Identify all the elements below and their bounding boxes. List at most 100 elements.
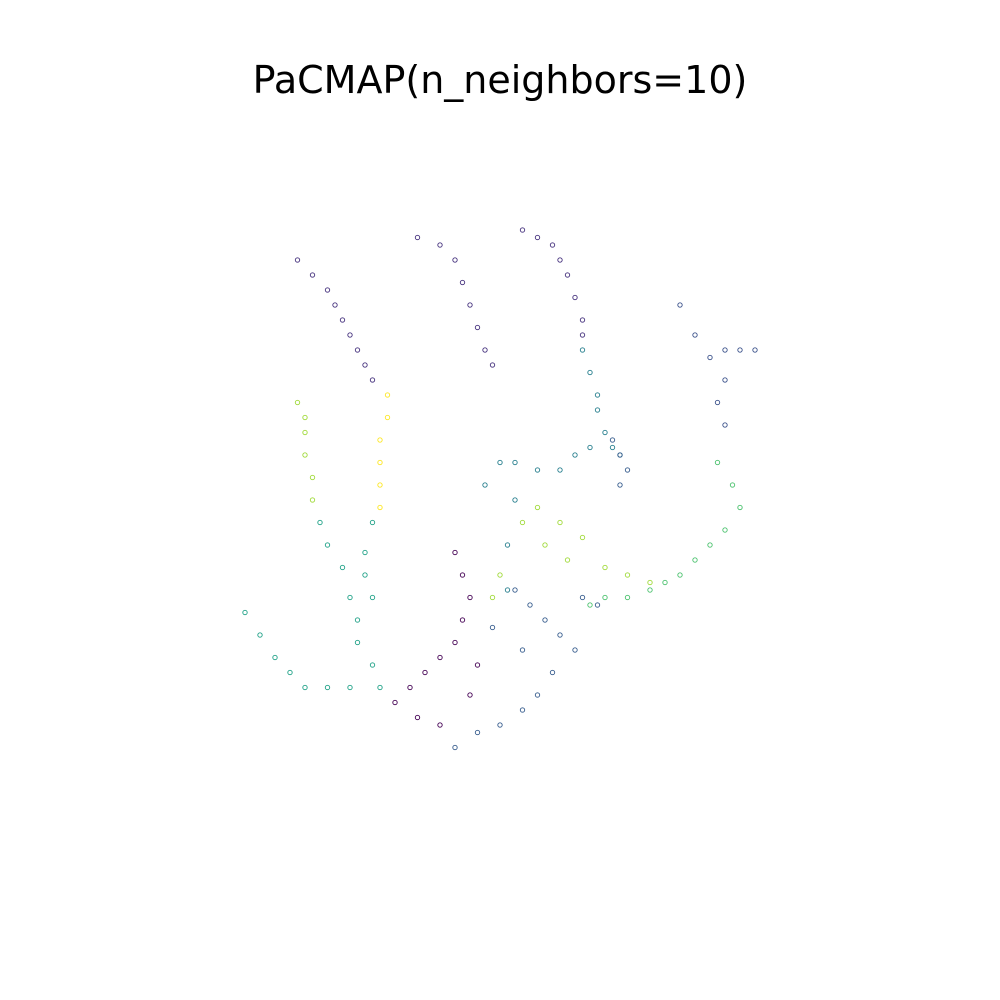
data-point: [729, 482, 736, 488]
data-point: [497, 572, 503, 578]
data-point: [549, 669, 556, 676]
data-point: [302, 429, 308, 436]
data-point: [377, 504, 383, 511]
data-point: [414, 714, 421, 721]
data-point: [624, 467, 631, 473]
data-point: [354, 639, 361, 646]
data-point: [602, 564, 608, 571]
data-point: [377, 684, 383, 691]
data-point: [317, 519, 323, 526]
data-point: [587, 444, 593, 451]
data-point: [474, 729, 481, 736]
data-point: [549, 242, 556, 248]
data-point: [594, 407, 601, 413]
scatter-series-12: [392, 549, 481, 728]
chart-title: PaCMAP(n_neighbors=10): [252, 58, 748, 102]
data-point: [519, 707, 526, 713]
data-point: [287, 669, 293, 676]
data-point: [504, 542, 511, 548]
data-point: [497, 722, 503, 728]
data-point: [512, 459, 518, 466]
data-point: [527, 602, 533, 608]
data-point: [557, 257, 563, 263]
data-point: [324, 542, 331, 548]
data-point: [347, 332, 353, 338]
scatter-series-5: [677, 302, 758, 428]
data-point: [752, 347, 758, 353]
data-point: [557, 519, 563, 526]
data-point: [302, 684, 308, 691]
data-point: [369, 594, 376, 601]
data-point: [662, 579, 668, 586]
data-point: [437, 654, 443, 661]
data-point: [722, 347, 728, 353]
data-point: [437, 722, 443, 728]
data-point: [324, 287, 331, 293]
data-point: [647, 587, 653, 593]
data-point: [542, 542, 548, 548]
data-point: [722, 377, 728, 383]
data-point: [714, 399, 721, 406]
data-point: [542, 617, 548, 623]
data-point: [512, 587, 518, 593]
data-point: [609, 444, 616, 451]
data-point: [737, 504, 743, 511]
data-point: [362, 362, 368, 368]
data-point: [624, 594, 631, 601]
data-point: [302, 452, 308, 458]
data-point: [362, 572, 368, 578]
data-point: [392, 699, 398, 706]
data-point: [294, 257, 301, 263]
data-point: [534, 234, 541, 241]
data-point: [677, 572, 683, 578]
data-point: [579, 534, 586, 541]
data-point: [564, 557, 571, 563]
data-point: [579, 332, 586, 338]
data-point: [362, 549, 368, 556]
data-point: [407, 684, 413, 691]
data-point: [437, 242, 443, 248]
data-point: [377, 437, 383, 443]
data-point: [707, 542, 713, 548]
data-point: [489, 624, 496, 631]
scatter-series-3: [579, 347, 623, 458]
data-point: [519, 647, 526, 653]
scatter-series-9: [377, 392, 391, 511]
data-point: [309, 474, 316, 481]
data-point: [617, 452, 623, 458]
data-point: [369, 377, 376, 383]
scatter-series-7: [489, 504, 653, 601]
data-point: [519, 519, 526, 526]
data-point: [722, 527, 728, 533]
data-point: [594, 602, 601, 608]
data-point: [557, 467, 563, 473]
scatter-series-13: [452, 587, 601, 751]
data-point: [579, 347, 586, 353]
data-point: [369, 662, 376, 668]
data-point: [294, 399, 301, 406]
data-point: [474, 324, 481, 331]
data-point: [587, 369, 593, 376]
data-point: [617, 482, 623, 488]
data-point: [594, 392, 601, 398]
data-point: [677, 302, 683, 308]
data-point: [377, 459, 383, 466]
data-point: [534, 692, 541, 698]
data-point: [692, 557, 698, 563]
data-point: [452, 549, 458, 556]
data-point: [324, 684, 331, 691]
scatter-series-6: [587, 459, 743, 608]
data-point: [467, 594, 473, 601]
data-point: [489, 362, 496, 368]
data-point: [557, 632, 563, 638]
scatter-series-8: [294, 399, 316, 503]
data-point: [467, 692, 473, 698]
data-point: [482, 482, 488, 488]
data-point: [534, 467, 541, 473]
scatter-series-1: [414, 234, 496, 368]
data-point: [422, 669, 428, 676]
data-point: [602, 594, 608, 601]
data-point: [482, 347, 488, 353]
data-point: [309, 272, 316, 278]
